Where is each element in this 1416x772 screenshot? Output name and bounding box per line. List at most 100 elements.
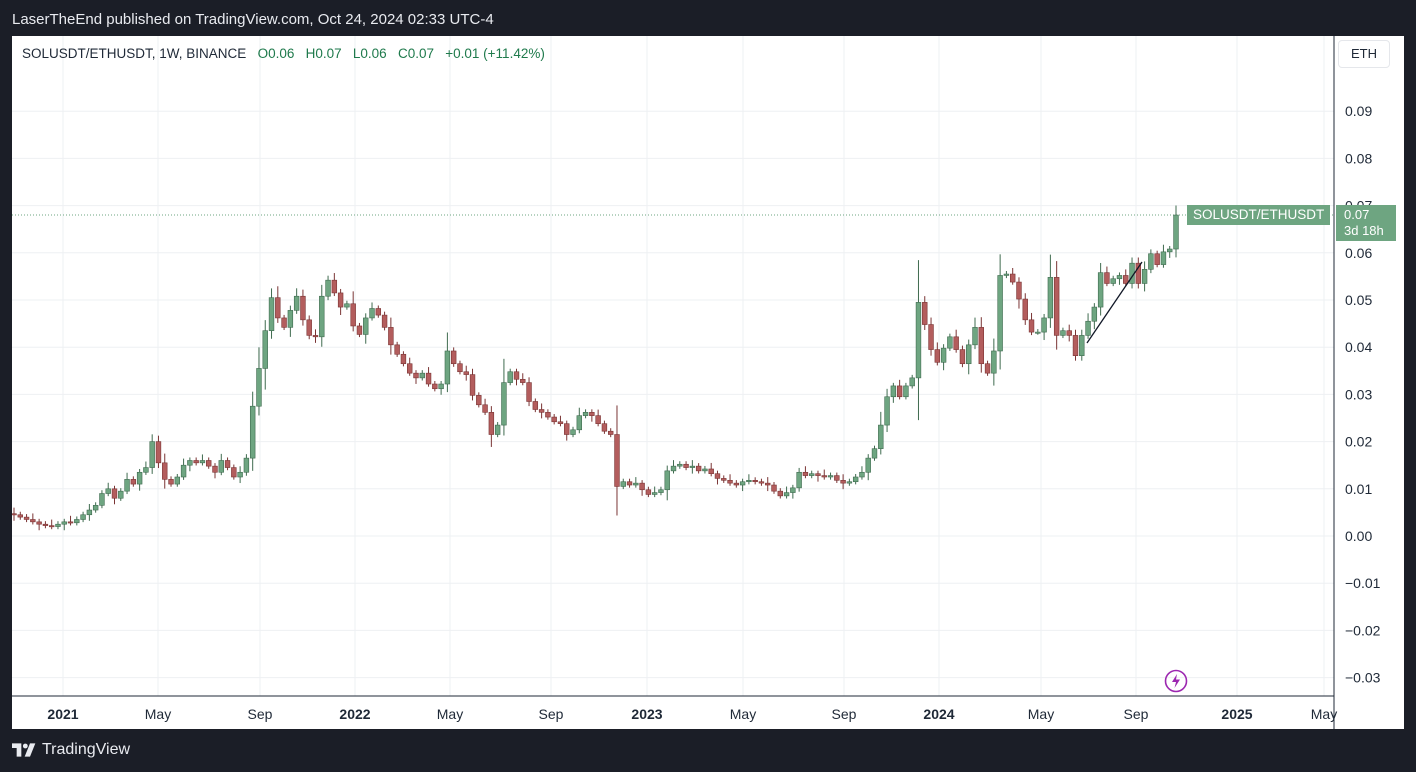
candle-body	[48, 525, 55, 528]
x-tick-label: 2025	[1221, 706, 1252, 722]
candle-body	[206, 460, 212, 467]
candle-body	[1009, 273, 1016, 283]
candle-body	[325, 279, 331, 297]
candle-body	[23, 516, 30, 520]
candle-body	[111, 488, 118, 499]
candle-body	[984, 363, 991, 374]
candle-body	[677, 463, 683, 467]
candle-body	[306, 319, 312, 336]
candle-body	[1041, 317, 1047, 333]
candle-body	[488, 412, 495, 435]
candle-body	[1173, 214, 1179, 250]
candle-body	[42, 523, 49, 526]
candle-body	[450, 350, 457, 365]
currency-button[interactable]: ETH	[1338, 40, 1390, 68]
candle-body	[783, 492, 790, 497]
candle-body	[1091, 306, 1098, 322]
candle-body	[501, 382, 507, 426]
candle-body	[1022, 298, 1028, 321]
candle-body	[997, 275, 1003, 352]
candle-body	[1079, 335, 1085, 356]
candle-body	[771, 484, 777, 492]
candle-body	[1116, 275, 1123, 280]
y-tick-label: −0.01	[1345, 575, 1381, 591]
candle-body	[658, 489, 664, 493]
candle-body	[708, 468, 714, 474]
x-tick-label: May	[1028, 706, 1054, 722]
y-tick-label: 0.05	[1345, 292, 1372, 308]
candle-body	[444, 350, 451, 385]
candle-body	[12, 513, 17, 516]
candle-body	[507, 371, 513, 383]
candle-body	[689, 465, 696, 468]
candle-body	[978, 327, 984, 365]
candle-body	[884, 396, 890, 426]
candle-body	[896, 385, 903, 398]
price-chart[interactable]: 0.09 0.08 0.07 0.06 0.05 0.04 0.03 0.02 0.01 0.00…	[12, 36, 1404, 729]
candle-body	[852, 476, 859, 483]
candle-body	[777, 490, 783, 497]
candle-body	[419, 372, 425, 379]
candle-body	[199, 460, 206, 464]
candle-body	[865, 457, 871, 473]
lightning-bolt-icon[interactable]	[1164, 669, 1188, 693]
candle-body	[363, 317, 369, 335]
candle-body	[388, 327, 394, 346]
candle-body	[966, 344, 972, 365]
candle-body	[218, 460, 224, 473]
candle-body	[922, 302, 928, 325]
candle-body	[394, 344, 400, 355]
candle-body	[457, 363, 463, 373]
candle-body	[168, 479, 174, 485]
candle-body	[582, 412, 589, 416]
candle-body	[959, 349, 966, 365]
candle-body	[1060, 330, 1066, 336]
trendline-drawing	[1086, 261, 1143, 344]
candle-body	[432, 383, 438, 390]
candle-body	[256, 368, 262, 407]
candle-body	[551, 416, 557, 423]
price-tag-symbol: SOLUSDT/ETHUSDT	[1187, 205, 1331, 225]
candle-body	[670, 465, 677, 472]
candle-body	[834, 475, 840, 481]
candle-body	[564, 423, 570, 435]
candle-body	[124, 479, 130, 492]
y-tick-label: 0.09	[1345, 103, 1372, 119]
candle-body	[802, 471, 809, 476]
candle-body	[940, 347, 947, 363]
candle-body	[608, 430, 614, 435]
chart-grid	[12, 36, 1334, 696]
y-tick-label: 0.06	[1345, 245, 1372, 261]
candle-body	[1053, 277, 1060, 336]
candle-body	[92, 505, 99, 511]
y-tick-label: 0.04	[1345, 339, 1372, 355]
candle-body	[1047, 277, 1054, 319]
x-tick-label: Sep	[1124, 706, 1149, 722]
candle-body	[243, 457, 250, 473]
candle-body	[953, 336, 959, 350]
candle-body	[237, 471, 243, 478]
candle-body	[991, 350, 997, 374]
candle-body	[796, 471, 802, 489]
time-axis: 2021 May Sep 2022 May Sep 2023 May Sep 2024 May Sep…	[47, 706, 1337, 722]
x-tick-label: May	[437, 706, 463, 722]
candle-body	[61, 521, 67, 525]
chart-area[interactable]: 0.09 0.08 0.07 0.06 0.05 0.04 0.03 0.02 0.01 0.00…	[12, 36, 1404, 729]
candle-body	[601, 423, 608, 432]
tradingview-brand[interactable]: TradingView	[12, 741, 130, 759]
candle-body	[438, 383, 444, 390]
x-tick-label: 2021	[47, 706, 78, 722]
candle-body	[74, 519, 80, 524]
candle-body	[1066, 330, 1072, 336]
candle-body	[180, 464, 187, 478]
y-tick-label: 0.02	[1345, 434, 1372, 450]
candle-body	[815, 473, 821, 476]
candle-body	[739, 481, 746, 486]
candle-body	[312, 335, 319, 338]
ohlc-legend: SOLUSDT/ETHUSDT, 1W, BINANCE O0.06 H0.07…	[22, 46, 545, 61]
candle-body	[532, 401, 539, 410]
candle-body	[413, 372, 419, 379]
candle-body	[589, 412, 595, 416]
candle-body	[695, 465, 702, 472]
